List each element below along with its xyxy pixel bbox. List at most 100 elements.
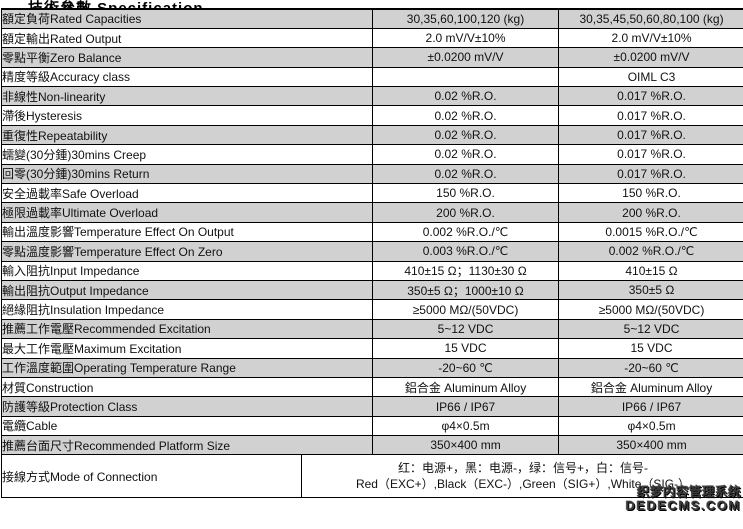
spec-label: 輸出溫度影響Temperature Effect On Output	[0, 221, 374, 243]
spec-value-col1: 200 %R.O.	[372, 202, 560, 223]
spec-value-col2: 0.017 %R.O.	[558, 163, 743, 185]
spec-value-col1: 鋁合金 Aluminum Alloy	[372, 376, 560, 398]
connection-values: 红：电源+，黑：电源-，绿：信号+，白：信号- Red（EXC+）,Black（…	[300, 454, 743, 499]
spec-value-col2: -20~60 ℃	[558, 357, 743, 378]
spec-value-col2: 0.017 %R.O.	[558, 124, 743, 146]
table-row: 推薦台面尺寸Recommended Platform Size 350×400 m…	[0, 435, 743, 456]
spec-label: 滯後Hysteresis	[0, 105, 374, 126]
spec-value-col2: 410±15 Ω	[558, 260, 743, 281]
table-row: 蠕變(30分鍾)30mins Creep 0.02 %R.O. 0.017 %R.O…	[0, 144, 743, 165]
spec-label: 蠕變(30分鍾)30mins Creep	[0, 144, 374, 165]
spec-value-col1: 0.02 %R.O.	[372, 124, 560, 146]
spec-label: 額定輸出Rated Output	[0, 27, 374, 49]
spec-value-col1: 0.02 %R.O.	[372, 86, 560, 107]
spec-value-col1: 350×400 mm	[372, 435, 560, 456]
spec-label: 材質Construction	[0, 376, 374, 398]
spec-value-col1: 0.002 %R.O./℃	[372, 221, 560, 243]
spec-value-col2: 0.0015 %R.O./℃	[558, 221, 743, 243]
spec-label: 輸出阻抗Output Impedance	[0, 279, 374, 301]
watermark: 织梦内容管理系统 DEDECMS.COM	[625, 485, 741, 513]
spec-label: 安全過載率Safe Overload	[0, 183, 374, 204]
spec-table: 額定負荷Rated Capacities 30,35,60,100,120 (kg…	[0, 8, 743, 499]
spec-label: 接線方式Mode of Connection	[1, 454, 302, 499]
connection-line-english: Red（EXC+）,Black（EXC-）,Green（SIG+）,White（…	[355, 477, 691, 492]
spec-value-col2: 30,35,45,50,60,80,100 (kg)	[558, 8, 743, 29]
spec-value-col2: 350±5 Ω	[558, 279, 743, 301]
spec-value-col2: 15 VDC	[558, 338, 743, 359]
spec-value-col2: 0.017 %R.O.	[558, 86, 743, 107]
table-row: 極限過載率Ultimate Overload 200 %R.O. 200 %R.O.	[0, 202, 743, 223]
spec-value-col2: 0.002 %R.O./℃	[558, 241, 743, 262]
spec-label: 電纜Cable	[0, 415, 374, 437]
spec-label: 非線性Non-linearity	[0, 86, 374, 107]
spec-label: 推薦工作電壓Recommended Excitation	[0, 318, 374, 340]
spec-value-col2: 150 %R.O.	[558, 183, 743, 204]
spec-label: 極限過載率Ultimate Overload	[0, 202, 374, 223]
spec-label: 回零(30分鍾)30mins Return	[0, 163, 374, 185]
table-row: 重復性Repeatability 0.02 %R.O. 0.017 %R.O.	[0, 124, 743, 146]
table-row: 最大工作電壓Maximum Excitation 15 VDC 15 VDC	[0, 338, 743, 359]
table-row: 精度等級Accuracy class OIML C3	[0, 66, 743, 88]
spec-value-col1: 0.02 %R.O.	[372, 144, 560, 165]
spec-value-col1: 0.02 %R.O.	[372, 105, 560, 126]
spec-value-col2: 350×400 mm	[558, 435, 743, 456]
spec-value-col2: 5~12 VDC	[558, 318, 743, 340]
connection-line-chinese: 红：电源+，黑：电源-，绿：信号+，白：信号-	[398, 461, 649, 476]
table-row: 電纜Cable φ4×0.5m φ4×0.5m	[0, 415, 743, 437]
table-row-mode-of-connection: 接線方式Mode of Connection 红：电源+，黑：电源-，绿：信号+…	[1, 454, 743, 499]
table-row: 輸入阻抗Input Impedance 410±15 Ω；1130±30 Ω 410…	[0, 260, 743, 281]
table-row: 零點溫度影響Temperature Effect On Zero 0.003 %R…	[0, 241, 743, 262]
table-row: 滯後Hysteresis 0.02 %R.O. 0.017 %R.O.	[0, 105, 743, 126]
table-row: 額定負荷Rated Capacities 30,35,60,100,120 (kg…	[0, 8, 743, 29]
watermark-cms-name: 织梦内容管理系统	[636, 485, 741, 499]
spec-label: 推薦台面尺寸Recommended Platform Size	[0, 435, 374, 456]
table-row: 回零(30分鍾)30mins Return 0.02 %R.O. 0.017 %R.…	[0, 163, 743, 185]
spec-value-col1: 5~12 VDC	[372, 318, 560, 340]
spec-value-col1: 30,35,60,100,120 (kg)	[372, 8, 560, 29]
spec-value-col2: 2.0 mV/V±10%	[558, 27, 743, 49]
table-row: 防護等級Protection Class IP66 / IP67 IP66 / IP…	[0, 396, 743, 417]
spec-value-col1: 350±5 Ω；1000±10 Ω	[372, 279, 560, 301]
spec-table-body: 額定負荷Rated Capacities 30,35,60,100,120 (kg…	[0, 8, 743, 456]
spec-value-col1: 0.003 %R.O./℃	[372, 241, 560, 262]
spec-label: 重復性Repeatability	[0, 124, 374, 146]
table-row: 零點平衡Zero Balance ±0.0200 mV/V ±0.0200 mV/V	[0, 47, 743, 68]
spec-value-col1: 150 %R.O.	[372, 183, 560, 204]
table-row: 非線性Non-linearity 0.02 %R.O. 0.017 %R.O.	[0, 86, 743, 107]
table-row: 材質Construction 鋁合金 Aluminum Alloy 鋁合金 Alum…	[0, 376, 743, 398]
table-row: 工作溫度範圍Operating Temperature Range -20~60 …	[0, 357, 743, 378]
spec-value-col2: ≥5000 MΩ/(50VDC)	[558, 299, 743, 320]
spec-value-col2: IP66 / IP67	[558, 396, 743, 417]
table-row: 額定輸出Rated Output 2.0 mV/V±10% 2.0 mV/V±10%	[0, 27, 743, 49]
watermark-domain: DEDECMS.COM	[625, 498, 741, 513]
spec-value-col1: ±0.0200 mV/V	[372, 47, 560, 68]
spec-value-col2: ±0.0200 mV/V	[558, 47, 743, 68]
page-title-text: 技術參數 Specification	[28, 0, 204, 8]
spec-label: 零點溫度影響Temperature Effect On Zero	[0, 241, 374, 262]
spec-label: 防護等級Protection Class	[0, 396, 374, 417]
table-row: 輸出溫度影響Temperature Effect On Output 0.002 …	[0, 221, 743, 243]
spec-label: 最大工作電壓Maximum Excitation	[0, 338, 374, 359]
table-row: 安全過載率Safe Overload 150 %R.O. 150 %R.O.	[0, 183, 743, 204]
page-title: 技術參數 Specification	[0, 0, 743, 8]
spec-value-col1: 15 VDC	[372, 338, 560, 359]
spec-value-col2: 200 %R.O.	[558, 202, 743, 223]
table-row: 絕緣阻抗Insulation Impedance ≥5000 MΩ/(50VDC)…	[0, 299, 743, 320]
spec-value-col1: 410±15 Ω；1130±30 Ω	[372, 260, 560, 281]
spec-value-col2: 0.017 %R.O.	[558, 105, 743, 126]
spec-label: 工作溫度範圍Operating Temperature Range	[0, 357, 374, 378]
spec-value-col1: ≥5000 MΩ/(50VDC)	[372, 299, 560, 320]
spec-value-col2: 鋁合金 Aluminum Alloy	[558, 376, 743, 398]
spec-value-col1	[372, 66, 560, 88]
spec-value-col2: OIML C3	[558, 66, 743, 88]
table-row: 推薦工作電壓Recommended Excitation 5~12 VDC 5~12…	[0, 318, 743, 340]
spec-value-col2: φ4×0.5m	[558, 415, 743, 437]
spec-value-col1: 2.0 mV/V±10%	[372, 27, 560, 49]
spec-value-col2: 0.017 %R.O.	[558, 144, 743, 165]
spec-label: 絕緣阻抗Insulation Impedance	[0, 299, 374, 320]
spec-label: 精度等級Accuracy class	[0, 66, 374, 88]
spec-label: 額定負荷Rated Capacities	[0, 8, 374, 29]
spec-value-col1: φ4×0.5m	[372, 415, 560, 437]
spec-value-col1: -20~60 ℃	[372, 357, 560, 378]
